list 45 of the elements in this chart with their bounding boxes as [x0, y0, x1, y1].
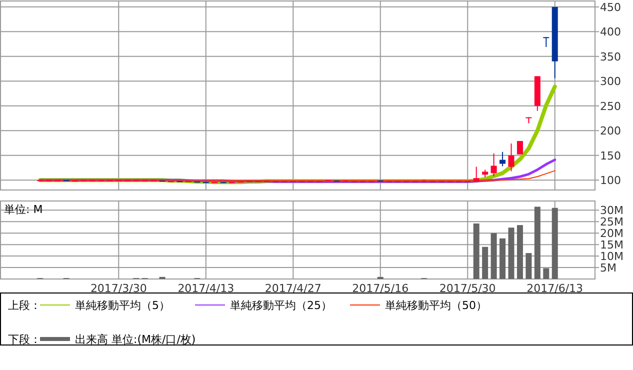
- y-tick-label: 250: [600, 100, 621, 113]
- y-tick-label: 300: [600, 75, 621, 88]
- text: 上段：: [8, 299, 41, 312]
- candlestick: [473, 166, 480, 182]
- legend-label: 単純移動平均（25）: [230, 299, 332, 312]
- y-tick-label: 100: [600, 174, 621, 188]
- bar: [490, 233, 497, 279]
- x-tick-label: 2017/3/30: [90, 282, 147, 295]
- y-tick-label: 20M: [600, 227, 624, 240]
- x-tick-label: 2017/4/13: [178, 282, 234, 295]
- y-tick-label: 350: [600, 50, 621, 64]
- x-tick-label: 2017/5/30: [439, 282, 496, 295]
- bar: [543, 268, 550, 279]
- y-tick-label: 5M: [600, 262, 616, 275]
- bar: [526, 253, 532, 279]
- y-tick-label: 15M: [600, 238, 624, 252]
- bar: [482, 246, 488, 279]
- bar: [473, 223, 480, 279]
- y-tick-label: 10M: [600, 250, 624, 264]
- legend-label: 単純移動平均（50）: [385, 299, 487, 312]
- bar: [508, 228, 514, 279]
- x-tick-label: 2017/4/27: [264, 282, 322, 295]
- legend-label: 単純移動平均（5）: [75, 299, 170, 312]
- candlestick: [500, 151, 506, 167]
- y-tick-label: 400: [600, 26, 621, 39]
- candlestick: [490, 152, 497, 177]
- line-series: [40, 170, 556, 182]
- candlestick: [543, 36, 550, 48]
- bar: [500, 238, 506, 279]
- y-tick-label: 30M: [600, 204, 624, 218]
- bar: [516, 225, 523, 279]
- text: 下段：: [8, 333, 41, 346]
- annotation: 単位: M: [4, 203, 43, 216]
- bar: [552, 208, 558, 279]
- y-tick-label: 450: [600, 0, 621, 14]
- candlestick: [421, 179, 428, 182]
- legend-label: 出来高 単位:(M株/口/枚): [75, 333, 196, 346]
- y-tick-label: 200: [600, 124, 621, 138]
- x-tick-label: 2017/5/16: [352, 282, 409, 295]
- candlestick: [516, 140, 523, 155]
- y-tick-label: 150: [600, 149, 621, 162]
- bar: [534, 206, 540, 279]
- x-tick-label: 2017/6/13: [526, 282, 584, 295]
- y-tick-label: 25M: [600, 216, 624, 229]
- candlestick: [508, 142, 514, 172]
